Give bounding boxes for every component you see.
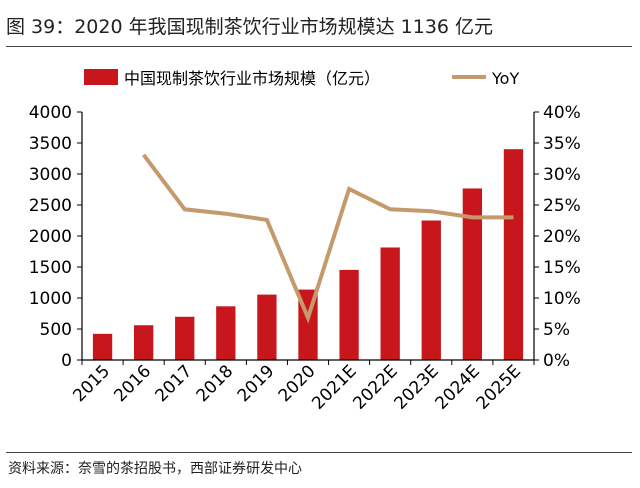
x-tick-label: 2021E [308,361,360,413]
x-tick-label: 2019 [234,361,279,406]
bar-2015 [92,333,113,360]
left-tick-label: 0 [61,351,72,371]
figure-title: 图 39：2020 年我国现制茶饮行业市场规模达 1136 亿元 [6,16,494,38]
right-tick-label: 40% [543,103,581,123]
right-tick-label: 25% [543,196,581,216]
left-tick-label: 500 [40,320,72,340]
bar-2019 [257,294,277,360]
x-tick-label: 2017 [152,361,197,406]
bar-2016 [133,325,154,360]
right-tick-label: 20% [543,227,581,247]
x-tick-label: 2016 [110,361,155,406]
right-tick-label: 35% [543,134,581,154]
x-tick-label: 2025E [473,361,525,413]
yoy-series [142,153,514,324]
title-divider [6,46,632,47]
yoy-line [142,153,514,324]
right-tick-label: 10% [543,289,581,309]
right-tick-label: 5% [543,320,570,340]
left-tick-label: 2500 [29,196,72,216]
x-tick-label: 2023E [390,361,442,413]
legend-line-label: YoY [491,69,519,88]
x-tick-label: 2018 [193,361,238,406]
bar-2018 [216,306,236,360]
bar-2023E [421,220,441,360]
left-tick-label: 3000 [29,165,72,185]
x-tick-label: 2015 [69,361,114,406]
bar-2024E [462,188,483,360]
source-note: 资料来源：奈雪的茶招股书，西部证券研发中心 [8,461,302,477]
bar-2022E [380,247,400,360]
source-divider [6,452,632,453]
right-tick-label: 0% [543,351,570,371]
bar-2025E [503,149,524,360]
x-tick-label: 2024E [432,361,484,413]
right-tick-label: 30% [543,165,581,185]
x-tick-label: 2022E [349,361,401,413]
legend-bar-swatch [84,69,118,85]
left-tick-label: 2000 [29,227,72,247]
axes: 0 500 1000 1500 2000 2500 3000 3500 4000 0% 5% 10% 1… [29,103,581,414]
legend-bar-label: 中国现制茶饮行业市场规模（亿元） [124,69,380,88]
bar-2017 [175,316,195,360]
left-tick-label: 1000 [29,289,72,309]
left-tick-label: 3500 [29,134,72,154]
right-tick-label: 15% [543,258,581,278]
left-tick-label: 1500 [29,258,72,278]
left-tick-label: 4000 [29,103,72,123]
legend: 中国现制茶饮行业市场规模（亿元） YoY [84,69,519,88]
bar-series [92,149,524,360]
bar-2021E [339,269,359,360]
